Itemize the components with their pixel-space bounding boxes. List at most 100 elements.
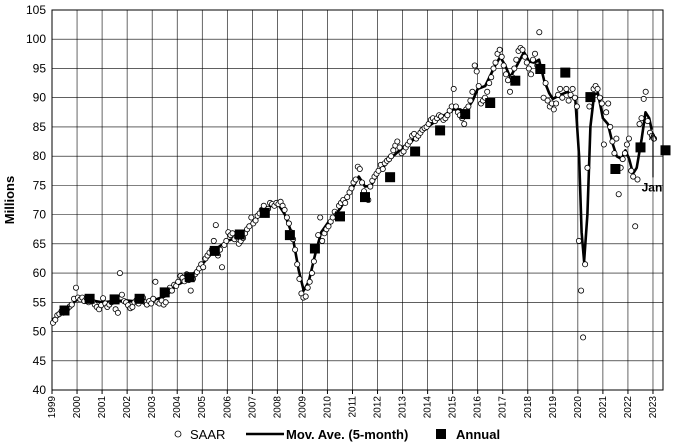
saar-point — [544, 97, 551, 104]
saar-point — [532, 50, 539, 57]
y-tick-label: 90 — [33, 91, 47, 105]
x-tick-label: 2009 — [297, 396, 308, 419]
y-tick-label: 80 — [33, 149, 47, 163]
legend-ma-label: Mov. Ave. (5-month) — [286, 427, 408, 442]
legend-annual-marker — [436, 429, 446, 439]
y-tick-label: 60 — [33, 266, 47, 280]
x-tick-label: 2018 — [523, 396, 534, 419]
saar-point — [100, 295, 107, 302]
saar-point — [525, 65, 532, 72]
x-tick-label: 1999 — [47, 396, 58, 419]
saar-point — [396, 144, 403, 151]
saar-point — [168, 287, 175, 294]
annual-point — [660, 145, 671, 156]
annual-point — [460, 109, 471, 120]
x-tick-label: 2000 — [72, 396, 83, 419]
saar-point — [623, 141, 630, 148]
saar-point — [584, 164, 591, 171]
saar-point — [475, 83, 482, 90]
saar-point — [621, 150, 628, 157]
saar-point — [598, 100, 605, 107]
saar-point — [609, 138, 616, 145]
saar-point — [594, 85, 601, 92]
saar-point — [542, 80, 549, 87]
annual-point — [535, 64, 546, 74]
saar-point — [248, 214, 255, 221]
saar-point — [580, 334, 587, 341]
saar-point — [521, 53, 528, 60]
x-tick-label: 2023 — [648, 396, 659, 419]
annual-point — [184, 272, 195, 283]
legend: SAAR Mov. Ave. (5-month) Annual — [174, 427, 500, 442]
saar-point — [294, 261, 301, 268]
x-tick-label: 2017 — [498, 396, 509, 419]
saar-point — [498, 53, 505, 60]
saar-point — [613, 135, 620, 142]
x-tick-label: 2012 — [373, 396, 384, 419]
x-tick-label: 2001 — [97, 396, 108, 419]
saar-point — [490, 65, 497, 72]
x-tick-label: 2016 — [473, 396, 484, 419]
saar-point — [559, 94, 566, 101]
annual-point — [485, 98, 496, 108]
legend-saar-marker — [174, 430, 182, 438]
x-tick-label: 2019 — [548, 396, 559, 419]
saar-point — [175, 278, 182, 285]
saar-point — [73, 284, 80, 291]
y-tick-label: 85 — [33, 120, 47, 134]
legend-annual-label: Annual — [456, 427, 500, 442]
saar-point — [162, 299, 169, 306]
annual-point — [84, 293, 95, 304]
saar-point — [406, 138, 413, 145]
saar-point — [452, 103, 459, 110]
annual-point — [435, 125, 446, 136]
saar-point — [344, 194, 351, 201]
saar-point — [486, 80, 493, 87]
y-tick-label: 65 — [33, 237, 47, 251]
saar-point — [379, 165, 386, 172]
saar-point — [281, 206, 288, 213]
x-tick-label: 2020 — [573, 396, 584, 419]
saar-point — [578, 287, 585, 294]
x-tick-label: 2007 — [247, 396, 258, 419]
saar-point — [634, 176, 641, 183]
annotation-jan: Jan — [642, 131, 662, 194]
x-tick-label: 2005 — [197, 396, 208, 419]
y-tick-label: 55 — [33, 295, 47, 309]
saar-point — [642, 88, 649, 95]
saar-point — [638, 115, 645, 122]
saar-point — [632, 223, 639, 230]
x-tick-label: 2004 — [172, 396, 183, 419]
x-tick-label: 2022 — [623, 396, 634, 419]
saar-point — [352, 176, 359, 183]
saar-point — [116, 270, 123, 277]
saar-point — [212, 222, 219, 229]
saar-point — [575, 237, 582, 244]
saar-point — [356, 165, 363, 172]
saar-point — [502, 71, 509, 78]
y-tick-label: 75 — [33, 178, 47, 192]
saar-point — [636, 121, 643, 128]
annual-point — [309, 243, 320, 254]
saar-point — [210, 237, 217, 244]
saar-point — [567, 91, 574, 98]
annual-point — [510, 75, 521, 86]
annual-point — [560, 67, 571, 78]
saar-point — [484, 88, 491, 95]
y-axis-label: Millions — [2, 176, 17, 224]
y-tick-label: 95 — [33, 61, 47, 75]
annual-point — [360, 192, 370, 203]
saar-point — [246, 223, 253, 230]
saar-point — [603, 109, 610, 116]
saar-point — [625, 135, 632, 142]
saar-point — [528, 71, 535, 78]
y-tick-label: 100 — [26, 32, 46, 46]
x-tick-label: 2002 — [122, 396, 133, 419]
saar-point — [500, 62, 507, 69]
saar-point — [118, 291, 125, 298]
annual-point — [209, 245, 220, 256]
saar-point — [317, 214, 324, 221]
saar-point — [630, 173, 637, 180]
saar-point — [615, 191, 622, 198]
